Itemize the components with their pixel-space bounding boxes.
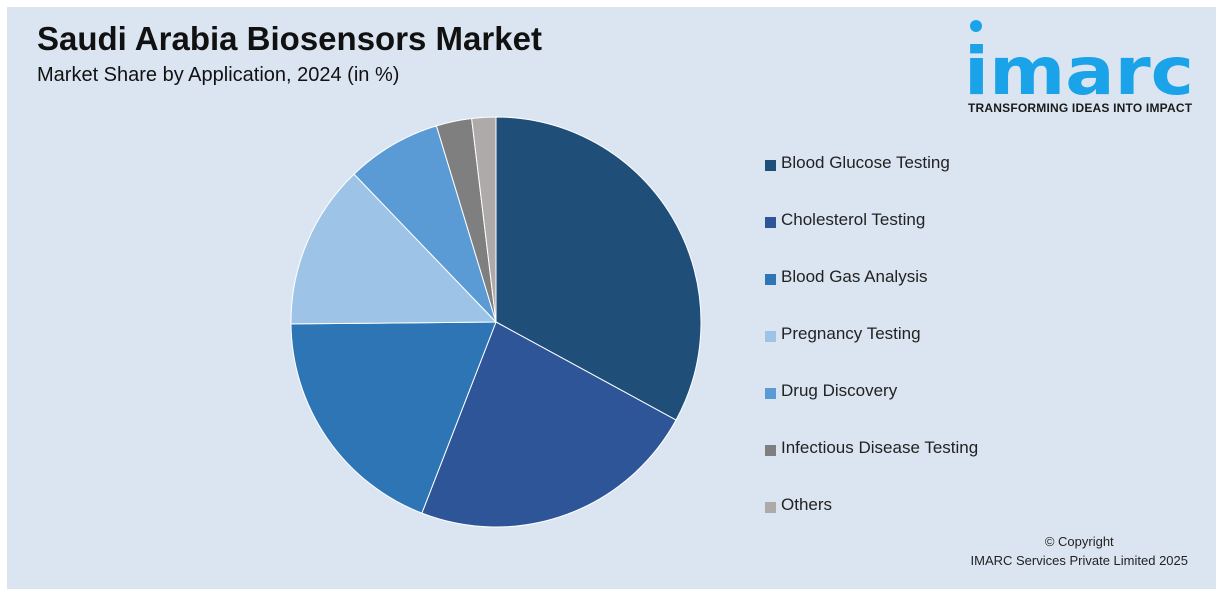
pie-slice-pregnancy-testing	[290, 173, 498, 325]
pie-chart	[290, 116, 702, 528]
pie-slice-blood-gas-analysis	[290, 321, 497, 514]
copyright-line-1: © Copyright	[1044, 534, 1114, 549]
copyright-notice: © Copyright IMARC Services Private Limit…	[971, 532, 1188, 570]
legend-label: Infectious Disease Testing	[781, 438, 979, 457]
legend-label: Blood Glucose Testing	[781, 153, 950, 172]
chart-title: Saudi Arabia Biosensors Market	[37, 20, 542, 57]
copyright-line-2: IMARC Services Private Limited 2025	[970, 553, 1188, 568]
chart-subtitle: Market Share by Application, 2024 (in %)	[37, 64, 400, 86]
legend-label: Cholesterol Testing	[781, 210, 926, 229]
legend-label: Others	[781, 495, 833, 514]
pie-slice-drug-discovery	[353, 125, 497, 323]
pie-slice-blood-glucose-testing	[495, 116, 702, 421]
pie-slice-others	[471, 116, 497, 323]
legend-swatch	[765, 502, 776, 513]
legend-swatch	[765, 388, 776, 399]
logo-text: imarc	[964, 33, 1194, 110]
imarc-logo: imarc	[964, 20, 1194, 110]
legend-swatch	[765, 445, 776, 456]
legend-swatch	[765, 217, 776, 228]
legend-swatch	[765, 160, 776, 171]
legend-label: Pregnancy Testing	[781, 324, 921, 343]
logo-tagline: TRANSFORMING IDEAS INTO IMPACT	[968, 101, 1193, 115]
legend-label: Blood Gas Analysis	[781, 267, 928, 286]
legend-swatch	[765, 274, 776, 285]
legend-swatch	[765, 331, 776, 342]
legend-label: Drug Discovery	[781, 381, 898, 400]
pie-slice-cholesterol-testing	[421, 321, 677, 528]
